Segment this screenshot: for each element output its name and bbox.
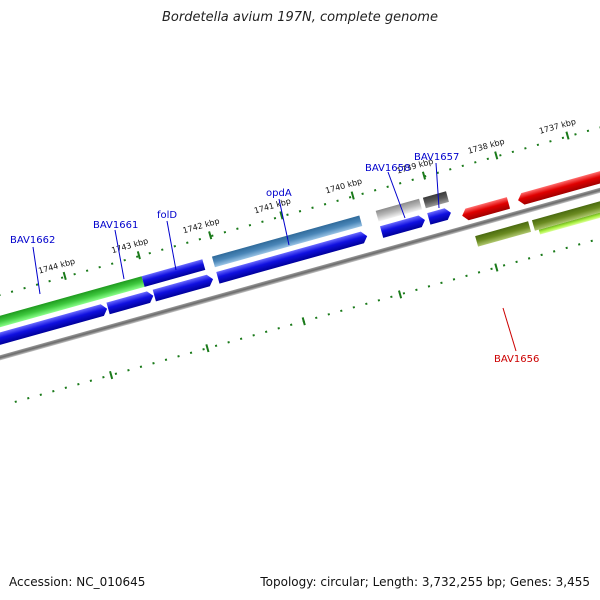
gene-label-opdA[interactable]: opdA bbox=[266, 188, 292, 199]
cds-folD[interactable] bbox=[152, 273, 215, 302]
gene-label-bav1656[interactable]: BAV1656 bbox=[494, 354, 539, 365]
cds-bav1658[interactable] bbox=[379, 214, 427, 238]
accession-text: Accession: NC_010645 bbox=[9, 575, 146, 589]
map-title: Bordetella avium 197N, complete genome bbox=[162, 10, 438, 25]
gene-label-bav1658[interactable]: BAV1658 bbox=[365, 163, 410, 174]
callout-bav1656 bbox=[502, 307, 517, 352]
gene-label-bav1657[interactable]: BAV1657 bbox=[414, 152, 459, 163]
gene-reverse-next[interactable] bbox=[531, 189, 600, 231]
kbp-label-1740: 1740 kbp bbox=[324, 177, 363, 196]
gene-bav1656[interactable] bbox=[475, 221, 532, 247]
genome-backbone bbox=[0, 179, 600, 363]
gene-bav1657[interactable] bbox=[422, 191, 449, 209]
callout-bav1661 bbox=[114, 229, 125, 280]
kbp-label-1737: 1737 kbp bbox=[538, 117, 577, 136]
callout-bav1657 bbox=[435, 162, 440, 209]
gene-label-bav1662[interactable]: BAV1662 bbox=[10, 235, 55, 246]
kbp-label-1742: 1742 kbp bbox=[182, 216, 221, 235]
inner-tick-ring bbox=[14, 228, 600, 403]
callout-bav1662 bbox=[32, 246, 41, 295]
gene-opdA[interactable] bbox=[211, 215, 363, 268]
cds-reverse-next[interactable] bbox=[516, 161, 600, 206]
gene-label-folD[interactable]: folD bbox=[157, 210, 177, 221]
outer-tick-ring bbox=[0, 125, 600, 300]
cds-bav1657[interactable] bbox=[427, 207, 452, 225]
kbp-label-1741: 1741 kbp bbox=[253, 197, 292, 216]
callout-bav1658 bbox=[387, 171, 406, 219]
cds-opdA[interactable] bbox=[216, 230, 369, 284]
gene-reverse-next-lime bbox=[538, 200, 600, 235]
kbp-label-1744: 1744 kbp bbox=[37, 257, 76, 276]
kbp-label-1738: 1738 kbp bbox=[467, 137, 506, 156]
callout-folD bbox=[166, 220, 177, 271]
topology-text: Topology: circular; Length: 3,732,255 bp… bbox=[260, 575, 590, 589]
gene-bav1658[interactable] bbox=[375, 198, 422, 222]
gene-bav1661[interactable] bbox=[141, 259, 206, 287]
cds-bav1656[interactable] bbox=[461, 197, 511, 221]
cds-bav1661[interactable] bbox=[106, 290, 154, 315]
gene-callouts bbox=[32, 162, 517, 352]
callout-opdA bbox=[278, 198, 290, 246]
gene-bav1662[interactable] bbox=[0, 276, 145, 332]
gene-label-bav1661[interactable]: BAV1661 bbox=[93, 220, 138, 231]
cds-bav1662[interactable] bbox=[0, 303, 109, 348]
